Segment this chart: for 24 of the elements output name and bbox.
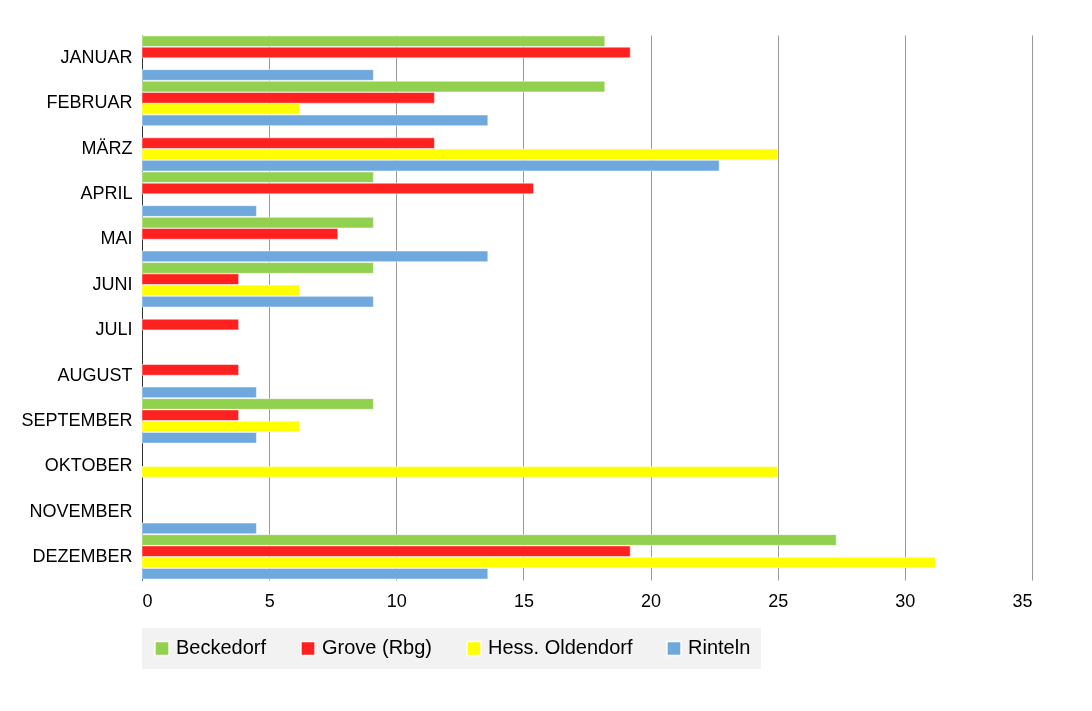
y-tick-label: DEZEMBER bbox=[32, 545, 133, 566]
x-tick-label: 35 bbox=[1012, 590, 1033, 611]
y-tick-label: AUGUST bbox=[57, 364, 133, 385]
y-tick-label: MAI bbox=[100, 228, 133, 249]
legend-label: Grove (Rbg) bbox=[322, 636, 433, 659]
x-tick-label: 25 bbox=[768, 590, 789, 611]
y-tick-label: FEBRUAR bbox=[46, 92, 133, 113]
y-tick-label: JUNI bbox=[92, 273, 133, 294]
y-tick-label: JULI bbox=[95, 319, 133, 340]
y-tick-label: MÄRZ bbox=[81, 137, 133, 158]
y-tick-label: JANUAR bbox=[60, 47, 133, 68]
x-tick-label: 20 bbox=[641, 590, 662, 611]
y-tick-label: SEPTEMBER bbox=[21, 409, 133, 430]
x-tick-label: 15 bbox=[513, 590, 534, 611]
x-tick-label: 5 bbox=[264, 590, 275, 611]
y-tick-label: OKTOBER bbox=[44, 455, 133, 476]
x-tick-label: 0 bbox=[142, 590, 153, 611]
x-tick-label: 30 bbox=[895, 590, 916, 611]
y-tick-label: APRIL bbox=[80, 183, 133, 204]
y-tick-label: NOVEMBER bbox=[29, 500, 133, 521]
x-tick-label: 10 bbox=[386, 590, 407, 611]
legend-label: Hess. Oldendorf bbox=[488, 636, 633, 659]
legend-label: Beckedorf bbox=[176, 636, 267, 659]
legend-label: Rinteln bbox=[688, 636, 751, 659]
